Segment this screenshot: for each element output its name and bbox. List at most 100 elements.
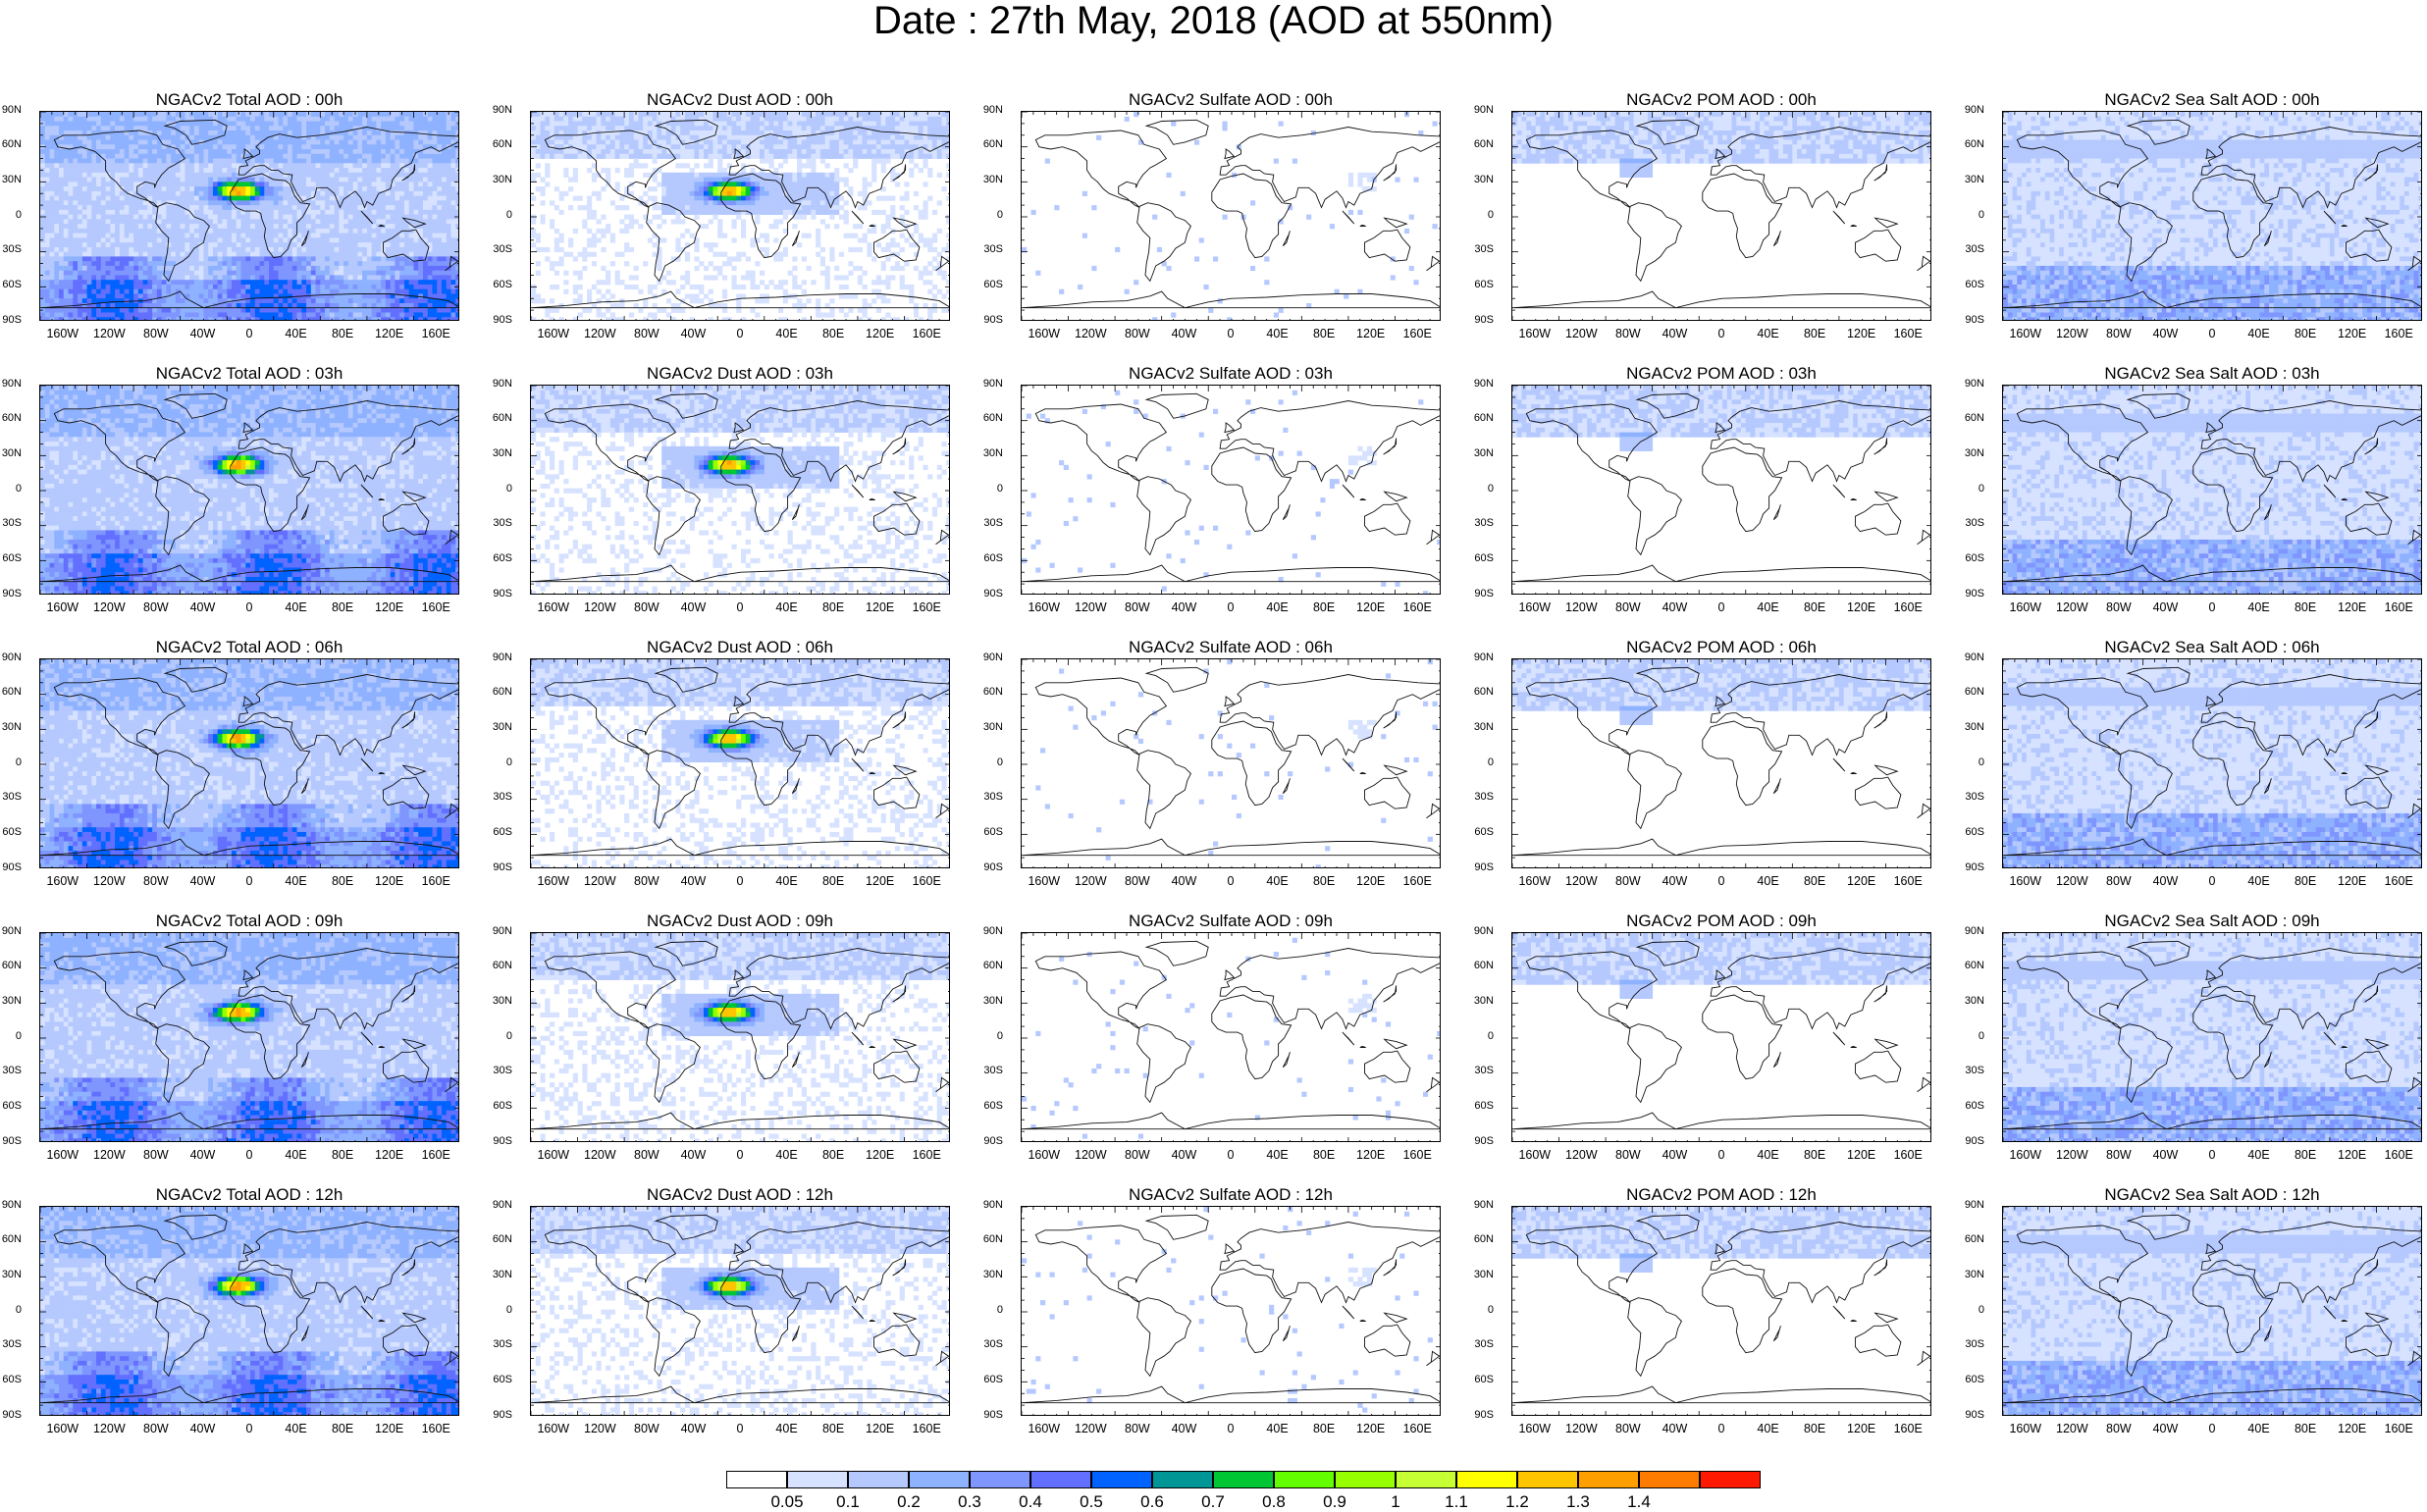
aod-cell	[199, 149, 204, 154]
aod-cell	[428, 219, 433, 224]
aod-cell	[386, 122, 391, 127]
aod-cell	[264, 140, 269, 145]
aod-cell	[386, 135, 391, 140]
aod-cell	[367, 256, 372, 261]
aod-cell	[255, 280, 260, 285]
aod-cell	[40, 280, 45, 285]
aod-cell	[297, 275, 302, 280]
aod-cell	[166, 130, 171, 135]
aod-cell	[386, 191, 391, 196]
aod-cell	[59, 280, 64, 285]
aod-cell	[279, 317, 284, 321]
aod-cell	[348, 149, 353, 154]
aod-cell	[157, 186, 162, 191]
aod-cell	[171, 285, 176, 289]
aod-cell	[643, 126, 648, 130]
aod-cell	[255, 135, 260, 140]
aod-cell	[69, 135, 74, 140]
aod-cell	[320, 271, 325, 276]
aod-cell	[292, 298, 297, 303]
aod-cell	[82, 159, 87, 164]
aod-cell	[120, 149, 125, 154]
aod-cell	[87, 317, 92, 321]
aod-cell	[288, 196, 292, 201]
aod-cell	[301, 275, 306, 280]
aod-cell	[450, 149, 455, 154]
aod-cell	[932, 140, 937, 145]
aod-cell	[601, 112, 606, 117]
aod-cell	[447, 205, 451, 210]
aod-cell	[279, 215, 284, 220]
aod-cell	[455, 317, 459, 321]
aod-cell	[404, 308, 409, 313]
aod-cell	[335, 135, 340, 140]
aod-cell	[418, 122, 423, 127]
aod-cell	[203, 242, 208, 247]
aod-cell	[40, 256, 45, 261]
aod-cell	[147, 293, 152, 298]
aod-cell	[87, 280, 92, 285]
aod-cell	[59, 191, 64, 196]
aod-cell	[269, 144, 274, 149]
aod-cell	[189, 234, 194, 238]
aod-cell	[428, 210, 433, 215]
aod-cell	[301, 168, 306, 173]
aod-cell	[568, 122, 573, 127]
aod-cell	[362, 275, 367, 280]
aod-cell	[409, 178, 414, 182]
aod-cell	[292, 122, 297, 127]
aod-cell	[339, 271, 343, 276]
aod-cell	[232, 266, 237, 271]
aod-cell	[619, 144, 624, 149]
aod-cell	[166, 159, 171, 164]
aod-cell	[680, 122, 685, 127]
aod-cell	[171, 298, 176, 303]
aod-cell	[240, 289, 245, 294]
aod-cell	[129, 219, 133, 224]
aod-cell	[306, 308, 311, 313]
aod-cell	[245, 140, 250, 145]
aod-cell	[362, 126, 367, 130]
aod-cell	[335, 242, 340, 247]
aod-cell	[64, 289, 69, 294]
aod-cell	[143, 247, 148, 252]
aod-cell	[904, 144, 909, 149]
aod-cell	[292, 312, 297, 317]
aod-cell	[727, 122, 732, 127]
aod-cell	[858, 112, 863, 117]
aod-cell	[442, 210, 447, 215]
aod-cell	[306, 266, 311, 271]
aod-cell	[404, 266, 409, 271]
aod-cell	[208, 252, 213, 257]
aod-cell	[96, 308, 101, 313]
aod-cell	[362, 256, 367, 261]
aod-cell	[115, 275, 120, 280]
aod-cell	[40, 234, 45, 238]
aod-cell	[138, 159, 143, 164]
aod-cell	[736, 122, 741, 127]
aod-cell	[152, 191, 157, 196]
aod-cell	[409, 149, 414, 154]
aod-cell	[306, 182, 311, 186]
aod-cell	[129, 275, 133, 280]
aod-cell	[353, 293, 358, 298]
aod-cell	[274, 229, 279, 234]
aod-cell	[106, 219, 111, 224]
aod-cell	[297, 242, 302, 247]
aod-cell	[320, 122, 325, 127]
aod-cell	[45, 186, 50, 191]
aod-cell	[330, 200, 335, 205]
aod-cell	[91, 200, 96, 205]
aod-cell	[372, 144, 377, 149]
aod-cell	[54, 289, 59, 294]
aod-cell	[208, 154, 213, 159]
aod-cell	[82, 163, 87, 168]
aod-cell	[199, 252, 204, 257]
aod-cell	[91, 252, 96, 257]
aod-cell	[335, 256, 340, 261]
aod-cell	[157, 182, 162, 186]
aod-cell	[587, 135, 592, 140]
aod-cell	[343, 205, 348, 210]
aod-cell	[320, 229, 325, 234]
